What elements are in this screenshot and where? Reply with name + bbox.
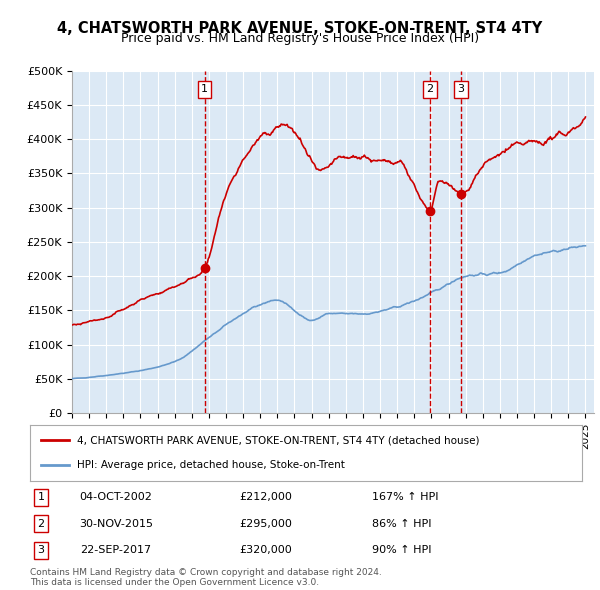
Text: Contains HM Land Registry data © Crown copyright and database right 2024.
This d: Contains HM Land Registry data © Crown c… xyxy=(30,568,382,587)
Text: 3: 3 xyxy=(457,84,464,94)
Text: 1: 1 xyxy=(38,493,44,502)
Text: HPI: Average price, detached house, Stoke-on-Trent: HPI: Average price, detached house, Stok… xyxy=(77,460,345,470)
Text: 4, CHATSWORTH PARK AVENUE, STOKE-ON-TRENT, ST4 4TY (detached house): 4, CHATSWORTH PARK AVENUE, STOKE-ON-TREN… xyxy=(77,435,479,445)
Text: 4, CHATSWORTH PARK AVENUE, STOKE-ON-TRENT, ST4 4TY: 4, CHATSWORTH PARK AVENUE, STOKE-ON-TREN… xyxy=(58,21,542,35)
Text: £295,000: £295,000 xyxy=(240,519,293,529)
Text: 2: 2 xyxy=(427,84,434,94)
Text: 22-SEP-2017: 22-SEP-2017 xyxy=(80,545,151,555)
Text: 2: 2 xyxy=(37,519,44,529)
Text: 90% ↑ HPI: 90% ↑ HPI xyxy=(372,545,432,555)
Text: 04-OCT-2002: 04-OCT-2002 xyxy=(80,493,152,502)
Text: 3: 3 xyxy=(38,545,44,555)
Text: 1: 1 xyxy=(201,84,208,94)
Text: £212,000: £212,000 xyxy=(240,493,293,502)
Text: 30-NOV-2015: 30-NOV-2015 xyxy=(80,519,154,529)
Text: 167% ↑ HPI: 167% ↑ HPI xyxy=(372,493,439,502)
Text: £320,000: £320,000 xyxy=(240,545,293,555)
Text: 86% ↑ HPI: 86% ↑ HPI xyxy=(372,519,432,529)
Text: Price paid vs. HM Land Registry's House Price Index (HPI): Price paid vs. HM Land Registry's House … xyxy=(121,32,479,45)
